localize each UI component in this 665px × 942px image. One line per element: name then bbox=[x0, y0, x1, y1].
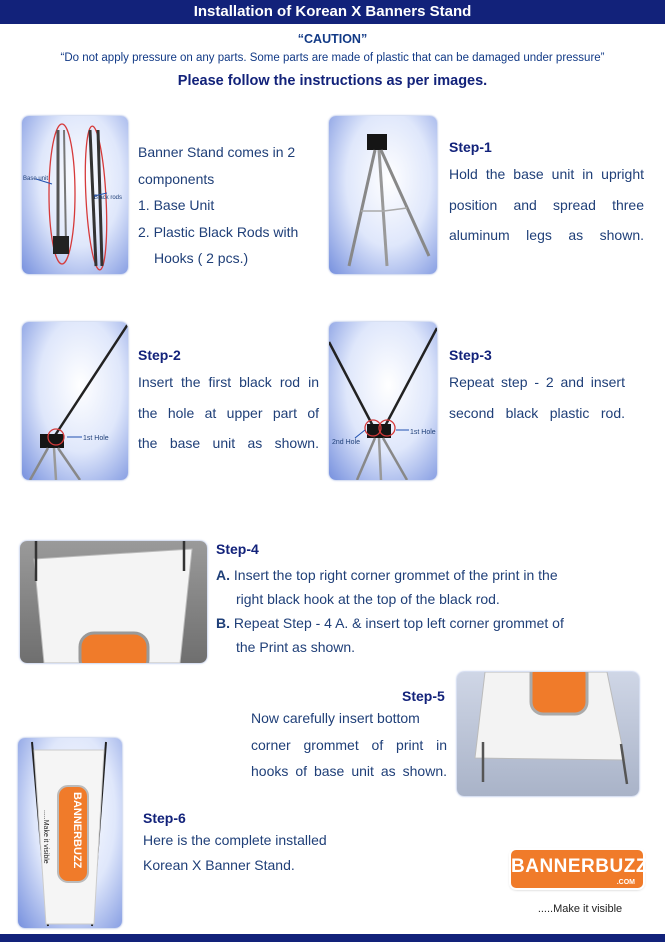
intro-line: 2. Plastic Black Rods with bbox=[138, 223, 299, 240]
step5-photo bbox=[457, 672, 639, 796]
step2-heading: Step-2 bbox=[138, 347, 181, 363]
item-line: Repeat Step - 4 A. & insert top left cor… bbox=[233, 615, 564, 631]
instructions-heading: Please follow the instructions as per im… bbox=[177, 73, 488, 89]
step4-item-b: B. Repeat Step - 4 A. & insert top left … bbox=[216, 611, 616, 635]
step2-line: the hole at upper part of bbox=[138, 404, 319, 421]
step1-line: Hold the base unit in upright bbox=[449, 166, 644, 182]
page-title: Installation of Korean X Banners Stand bbox=[0, 0, 665, 24]
step2-line: Insert the first black rod in bbox=[138, 374, 319, 390]
logo-domain: .COM bbox=[616, 879, 635, 886]
footer-bar bbox=[0, 934, 665, 942]
step3-text: Repeat step - 2 and insert second black … bbox=[449, 367, 625, 428]
intro-text: Banner Stand comes in 2 components 1. Ba… bbox=[138, 139, 320, 272]
step1-line: aluminum legs as shown. bbox=[449, 227, 644, 243]
step3-line: Repeat step - 2 and insert bbox=[449, 374, 625, 390]
item-marker: A. bbox=[216, 567, 230, 583]
first-hole-label: 1st Hole bbox=[83, 435, 109, 442]
step2-text: Insert the first black rod in the hole a… bbox=[138, 367, 319, 459]
intro-line: Hooks ( 2 pcs.) bbox=[154, 250, 249, 266]
intro-line: components bbox=[138, 170, 215, 187]
bannerbuzz-logo: BANNERBUZZ .COM bbox=[511, 850, 648, 888]
banner-tagline-text: .....Make it visible bbox=[42, 810, 49, 864]
step1-heading: Step-1 bbox=[449, 139, 492, 155]
step3-heading: Step-3 bbox=[449, 347, 492, 363]
components-photo: Base unit Black rods bbox=[22, 116, 128, 274]
step1-text: Hold the base unit in upright position a… bbox=[449, 159, 644, 251]
banner-brand-text: BANNERBUZZ bbox=[71, 792, 83, 869]
step6-line: Korean X Banner Stand. bbox=[143, 857, 295, 873]
item-marker: B. bbox=[216, 615, 230, 631]
item-line: Insert the top right corner grommet of t… bbox=[233, 567, 558, 583]
step3-line: second black plastic rod. bbox=[449, 404, 625, 421]
intro-line: Banner Stand comes in 2 bbox=[138, 144, 296, 160]
step3-photo: 1st Hole 2nd Hole bbox=[329, 322, 437, 480]
first-hole-label: 1st Hole bbox=[410, 429, 436, 436]
step1-photo bbox=[329, 116, 437, 274]
black-rods-label: Black rods bbox=[94, 195, 122, 201]
item-line: right black hook at the top of the black… bbox=[236, 591, 500, 607]
step5-text: Now carefully insert bottom corner gromm… bbox=[251, 705, 447, 785]
step6-photo: BANNERBUZZ .....Make it visible bbox=[18, 738, 122, 928]
step5-line: hooks of base unit as shown. bbox=[251, 763, 447, 779]
caution-title: “CAUTION” bbox=[297, 32, 368, 46]
step5-line: Now carefully insert bottom bbox=[251, 710, 420, 726]
logo-tagline: .....Make it visible bbox=[537, 903, 623, 915]
caution-text: “Do not apply pressure on any parts. Som… bbox=[60, 52, 605, 64]
step2-photo: 1st Hole bbox=[22, 322, 128, 480]
logo-brand: BANNERBUZZ bbox=[511, 856, 648, 877]
step6-text: Here is the complete installed Korean X … bbox=[143, 828, 363, 878]
step1-line: position and spread three bbox=[449, 196, 644, 213]
second-hole-label: 2nd Hole bbox=[332, 439, 360, 446]
step4-item-a: A. Insert the top right corner grommet o… bbox=[216, 563, 616, 587]
step4-photo bbox=[20, 541, 207, 663]
item-line: the Print as shown. bbox=[236, 639, 356, 655]
base-unit-label: Base unit bbox=[23, 176, 48, 182]
step5-line: corner grommet of print in bbox=[251, 736, 447, 753]
intro-line: 1. Base Unit bbox=[138, 197, 215, 213]
step4-text: A. Insert the top right corner grommet o… bbox=[216, 563, 616, 659]
step2-line: the base unit as shown. bbox=[138, 435, 319, 451]
step6-line: Here is the complete installed bbox=[143, 832, 327, 848]
step5-heading: Step-5 bbox=[402, 688, 445, 704]
step6-heading: Step-6 bbox=[143, 810, 186, 826]
step4-heading: Step-4 bbox=[216, 541, 259, 557]
